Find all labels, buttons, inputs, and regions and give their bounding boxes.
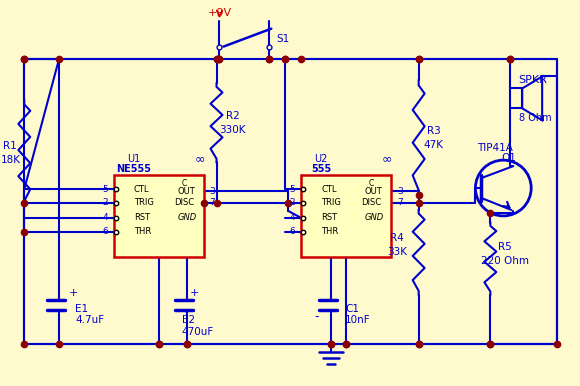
Text: R2: R2 <box>226 111 240 121</box>
Text: U2: U2 <box>314 154 328 164</box>
Text: 3: 3 <box>397 186 403 195</box>
Text: 2: 2 <box>102 198 108 207</box>
Text: 4: 4 <box>289 213 295 222</box>
Text: ∞: ∞ <box>382 152 392 166</box>
Text: 33K: 33K <box>387 247 407 257</box>
Text: R4: R4 <box>390 233 404 243</box>
Text: GND: GND <box>177 213 197 222</box>
Text: OUT: OUT <box>177 186 195 195</box>
Text: 5: 5 <box>289 185 295 193</box>
Text: +: + <box>190 288 200 298</box>
Text: 4.7uF: 4.7uF <box>75 315 104 325</box>
Text: THR: THR <box>134 227 151 236</box>
Text: +: + <box>68 288 78 298</box>
Text: 47K: 47K <box>423 140 444 150</box>
Text: E1: E1 <box>75 303 88 313</box>
Text: 2: 2 <box>289 198 295 207</box>
Text: 7: 7 <box>209 198 215 207</box>
Text: 6: 6 <box>102 227 108 236</box>
Text: -: - <box>315 310 320 323</box>
Bar <box>510 88 522 108</box>
Text: CTL: CTL <box>134 185 149 193</box>
Bar <box>114 175 204 257</box>
Text: 470uF: 470uF <box>182 327 214 337</box>
Text: 220 Ohm: 220 Ohm <box>481 256 530 266</box>
Text: 4: 4 <box>102 213 108 222</box>
Bar <box>301 175 391 257</box>
Text: S1: S1 <box>277 34 290 44</box>
Text: TRIG: TRIG <box>321 198 341 207</box>
Text: R3: R3 <box>427 126 440 136</box>
Text: Q1: Q1 <box>502 153 517 163</box>
Text: 10nF: 10nF <box>345 315 371 325</box>
Text: THR: THR <box>321 227 338 236</box>
Text: DISC: DISC <box>173 198 194 207</box>
Text: 3: 3 <box>209 186 215 195</box>
Text: SPKR: SPKR <box>518 76 546 85</box>
Text: 6: 6 <box>289 227 295 236</box>
Text: NE555: NE555 <box>117 164 151 174</box>
Text: TIP41A: TIP41A <box>477 143 513 153</box>
Text: C: C <box>182 179 187 188</box>
Text: 555: 555 <box>311 164 331 174</box>
Text: C1: C1 <box>345 303 359 313</box>
Text: 7: 7 <box>397 198 403 207</box>
Polygon shape <box>522 76 542 120</box>
Text: E2: E2 <box>182 315 195 325</box>
Text: 8 Ohm: 8 Ohm <box>519 113 552 123</box>
Text: U1: U1 <box>127 154 140 164</box>
Text: GND: GND <box>365 213 384 222</box>
Text: TRIG: TRIG <box>134 198 154 207</box>
Text: 18K: 18K <box>1 155 20 165</box>
Text: ∞: ∞ <box>194 152 205 166</box>
Text: R1: R1 <box>3 141 17 151</box>
Text: OUT: OUT <box>365 186 383 195</box>
Text: 5: 5 <box>102 185 108 193</box>
Text: RST: RST <box>134 213 150 222</box>
Text: R5: R5 <box>498 242 512 252</box>
Text: 330K: 330K <box>219 125 246 135</box>
Text: C: C <box>369 179 374 188</box>
Text: +9V: +9V <box>208 8 231 18</box>
Text: CTL: CTL <box>321 185 336 193</box>
Text: RST: RST <box>321 213 337 222</box>
Text: DISC: DISC <box>361 198 381 207</box>
